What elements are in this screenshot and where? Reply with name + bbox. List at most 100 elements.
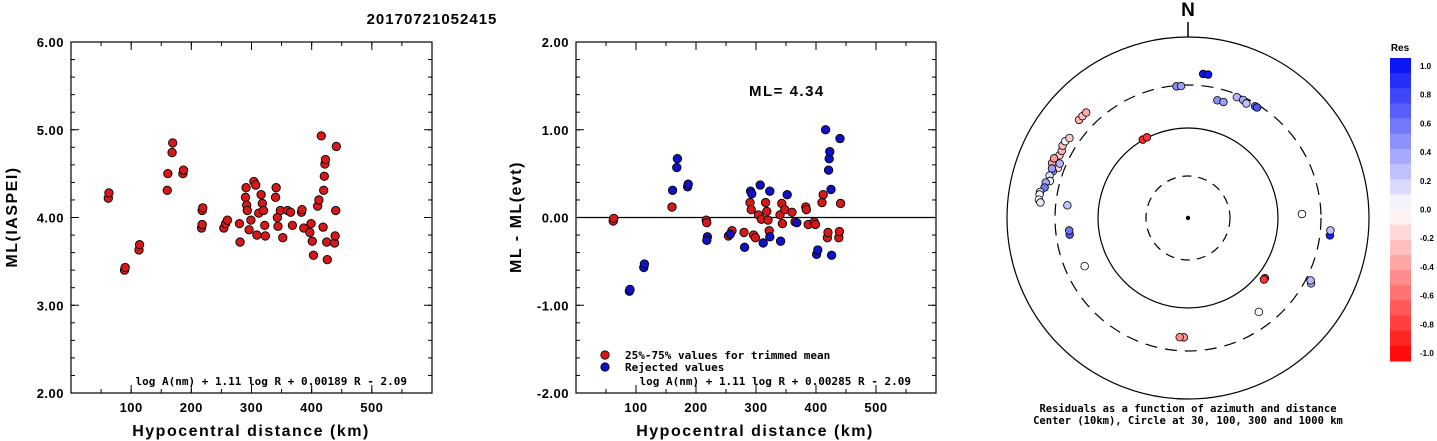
panel1-point-red xyxy=(320,154,331,165)
panel1-point-red xyxy=(271,183,281,193)
panel2-point-blue xyxy=(792,218,802,228)
panel1-point-red xyxy=(197,219,207,230)
colorbar-cell xyxy=(1390,194,1411,210)
panel2-point-blue xyxy=(667,185,678,195)
panel2-ytick-label: 0.00 xyxy=(542,211,569,226)
panel2-point-red xyxy=(609,213,619,224)
residual-colorbar: Res 1.0 0.8 0.6 0.4 0.2 0.0 -0.2 -0.4 -0.6 -0.8 -1… xyxy=(1390,43,1434,362)
residual-point xyxy=(1252,103,1262,112)
panel1-point-red xyxy=(273,221,283,231)
panel2-point-red xyxy=(823,227,833,238)
colorbar-cell xyxy=(1390,148,1411,165)
panel1-point-red xyxy=(316,131,326,141)
panel2-point-blue xyxy=(739,242,750,252)
colorbar-tick-label: 0.8 xyxy=(1420,91,1432,100)
panel2-point-blue xyxy=(835,133,845,144)
panel1-point-red xyxy=(134,240,145,250)
panel2-point-blue xyxy=(775,236,786,246)
colorbar-cell xyxy=(1390,73,1411,89)
residual-point xyxy=(1055,159,1064,168)
residual-point xyxy=(1176,81,1186,91)
panel1-point-red xyxy=(322,237,332,247)
panel2-point-blue xyxy=(747,189,757,199)
panel2-point-red xyxy=(739,227,749,238)
panel1-point-red xyxy=(235,237,245,247)
colorbar-cell xyxy=(1390,103,1411,120)
panel2-point-red xyxy=(787,207,797,217)
panel2-xtick-label: 400 xyxy=(804,400,827,415)
panel2-point-red xyxy=(750,233,761,243)
panel2-point-blue xyxy=(725,229,735,239)
colorbar-cell xyxy=(1390,315,1411,332)
panel1-point-red xyxy=(163,168,173,179)
panel1-point-red xyxy=(240,192,251,202)
colorbar-cell xyxy=(1390,239,1411,256)
panel1-point-red xyxy=(120,262,130,273)
panel1-point-red xyxy=(297,204,307,215)
residual-point xyxy=(1142,133,1152,142)
colorbar-cell xyxy=(1390,133,1411,150)
residual-point xyxy=(1080,261,1089,271)
panel2-point-blue xyxy=(755,180,765,190)
ml-value-label: ML= 4.34 xyxy=(749,83,825,100)
map-caption-line2: Center (10km), Circle at 30, 100, 300 an… xyxy=(1033,415,1343,427)
colorbar-cells xyxy=(1390,58,1411,362)
legend-marker-blue xyxy=(600,362,610,372)
panel2-point-red xyxy=(834,226,845,237)
panel2-point-red xyxy=(801,204,812,215)
panel1-point-red xyxy=(319,171,329,181)
colorbar-tick-label: 0.2 xyxy=(1420,177,1432,186)
panel1-point-red xyxy=(162,185,172,195)
panel2-point-blue xyxy=(782,190,792,200)
residual-point xyxy=(1049,154,1059,163)
panel1-point-red xyxy=(168,138,178,148)
panel1-point-red xyxy=(252,230,262,240)
panel2-point-blue xyxy=(825,147,835,157)
panel2-point-blue xyxy=(625,284,635,295)
residual-point xyxy=(1175,332,1184,342)
panel2-point-blue xyxy=(683,179,693,189)
residual-point xyxy=(1297,209,1307,219)
panel1-ytick-label: 6.00 xyxy=(37,35,64,50)
panel-ml-iaspei: 100 200 300 400 500 2.00 3.00 4.00 5.00 6.00 Hypo… xyxy=(4,35,433,440)
panel1-point-red xyxy=(178,165,189,175)
panel1-ytick-label: 5.00 xyxy=(37,123,64,138)
colorbar-tick-label: -0.2 xyxy=(1420,234,1434,243)
residual-points xyxy=(1034,69,1335,342)
residual-point xyxy=(1064,226,1074,235)
panel2-point-blue xyxy=(765,186,775,196)
panel2-ytick-label: 1.00 xyxy=(542,123,569,138)
panel2-point-red xyxy=(810,219,821,230)
residual-point xyxy=(1254,307,1264,317)
residual-point xyxy=(1063,201,1072,210)
panel2-point-blue xyxy=(813,245,823,255)
legend-label-trimmed: 25%-75% values for trimmed mean xyxy=(625,349,830,362)
circle-300km xyxy=(1054,84,1322,352)
panel1-ytick-label: 4.00 xyxy=(37,211,64,226)
colorbar-cell xyxy=(1390,118,1411,135)
residual-point xyxy=(1306,276,1315,285)
panel-residual-map: N Residuals as a function of azimuth and… xyxy=(1006,0,1370,427)
panel1-point-red xyxy=(104,188,114,198)
colorbar-cell xyxy=(1390,58,1411,74)
panel2-ytick-label: -1.00 xyxy=(537,298,569,313)
panel1-formula: log A(nm) + 1.11 log R + 0.00189 R - 2.0… xyxy=(135,375,407,388)
panel1-point-red xyxy=(306,218,316,229)
colorbar-cell xyxy=(1390,285,1411,301)
panel1-xtick-label: 100 xyxy=(120,400,143,415)
panel2-point-red xyxy=(760,197,771,208)
panel1-ytick-label: 3.00 xyxy=(37,298,64,313)
colorbar-cell xyxy=(1390,88,1411,104)
panel1-point-red xyxy=(331,205,341,216)
panel1-point-red xyxy=(258,205,269,216)
circle-1000km xyxy=(1006,36,1370,400)
colorbar-cell xyxy=(1390,300,1411,317)
panel1-point-red xyxy=(330,231,340,241)
panel1-point-red xyxy=(278,233,288,243)
panel2-point-blue xyxy=(826,250,837,260)
panel1-point-red xyxy=(322,254,332,265)
panel-ml-residual: 100 200 300 400 500 -2.00 -1.00 0.00 1.00 2.00 ML… xyxy=(508,35,937,440)
panel1-xtick-label: 500 xyxy=(360,400,383,415)
colorbar-tick-label: -0.8 xyxy=(1420,320,1434,329)
